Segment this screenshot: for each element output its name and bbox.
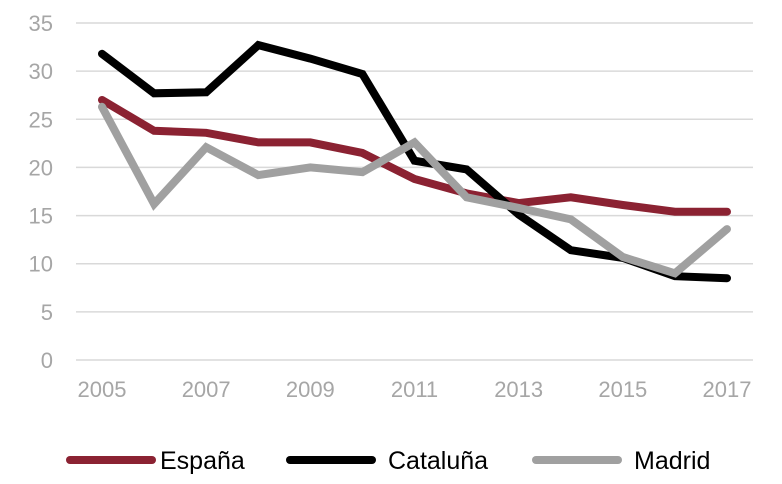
gridlines bbox=[76, 22, 753, 361]
series-line-españa bbox=[98, 96, 731, 216]
legend-item: Madrid bbox=[532, 447, 710, 475]
legend: España Cataluña Madrid bbox=[66, 447, 710, 475]
x-tick-label: 2007 bbox=[182, 377, 231, 402]
series-line-madrid bbox=[98, 102, 731, 278]
x-tick-label: 2015 bbox=[598, 377, 647, 402]
x-tick-label: 2011 bbox=[391, 377, 438, 402]
y-tick-label: 35 bbox=[29, 11, 53, 36]
y-tick-label: 5 bbox=[41, 300, 53, 325]
series-lines bbox=[98, 40, 731, 283]
y-tick-label: 30 bbox=[29, 59, 53, 84]
legend-item: Cataluña bbox=[286, 447, 488, 475]
x-axis-ticks: 2005 2007 2009 2011 2013 2015 2017 bbox=[78, 377, 752, 402]
legend-label: Madrid bbox=[634, 447, 710, 475]
y-tick-label: 0 bbox=[41, 348, 53, 373]
x-tick-label: 2017 bbox=[703, 377, 752, 402]
y-tick-label: 20 bbox=[29, 155, 53, 180]
y-axis-ticks: 0 5 10 15 20 25 30 35 bbox=[29, 11, 53, 373]
y-tick-label: 25 bbox=[29, 107, 53, 132]
y-tick-label: 15 bbox=[29, 204, 53, 229]
y-tick-label: 10 bbox=[29, 252, 53, 277]
x-tick-label: 2013 bbox=[494, 377, 543, 402]
x-tick-label: 2009 bbox=[286, 377, 335, 402]
legend-label: Cataluña bbox=[388, 447, 488, 475]
legend-item: España bbox=[66, 447, 245, 475]
legend-label: España bbox=[160, 447, 245, 475]
x-tick-label: 2005 bbox=[78, 377, 127, 402]
